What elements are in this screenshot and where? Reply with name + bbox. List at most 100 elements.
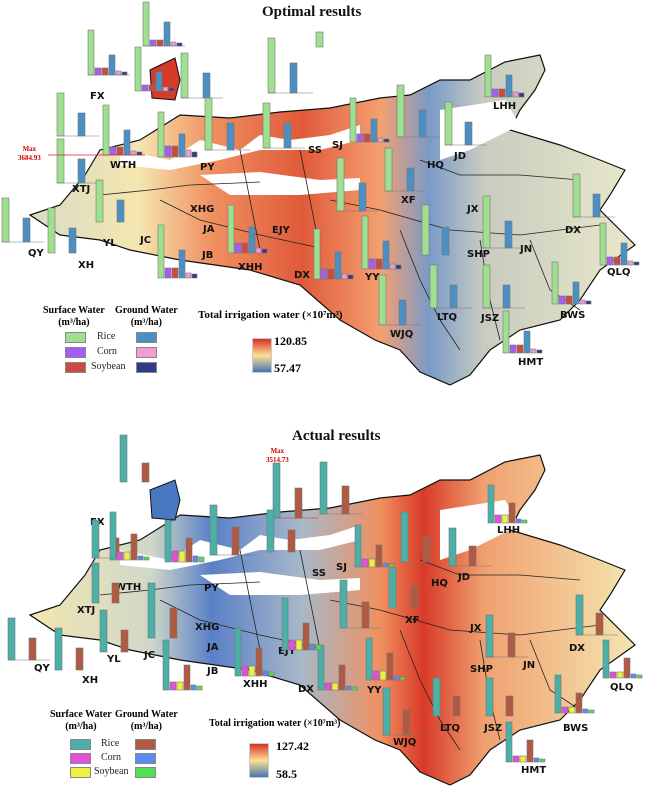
- label-JN: JN: [522, 660, 535, 671]
- label-YL: YL: [106, 654, 121, 665]
- optimal-results-panel: Optimal results: [0, 0, 646, 400]
- crop-rice: Rice: [97, 331, 116, 342]
- actual-map: FX WTH XTJ QY XH YL JC PY XHG JA JB XHH …: [7, 434, 643, 786]
- label-XHH: XHH: [238, 262, 262, 273]
- label-JD: JD: [457, 572, 470, 583]
- label-EJY: EJY: [278, 646, 297, 657]
- optimal-legend: Surface Water (m³/ha) Ground Water (m³/h…: [0, 300, 400, 380]
- label-LHH: LHH: [493, 101, 516, 112]
- swatch-surface-rice: [65, 332, 86, 343]
- label-YL: YL: [102, 238, 117, 249]
- panel-title: Actual results: [292, 428, 381, 444]
- swatch-ground-corn: [135, 753, 156, 764]
- max-label: Max: [22, 145, 37, 153]
- label-JSZ: JSZ: [483, 723, 502, 734]
- max-annotation: Max 3514.73: [266, 447, 289, 465]
- ground-water-header: Ground Water (m³/ha): [115, 709, 178, 732]
- label-WTH: WTH: [115, 582, 141, 593]
- label-QY: QY: [34, 663, 51, 674]
- label-SJ: SJ: [336, 562, 347, 573]
- label-XH: XH: [82, 675, 98, 686]
- label-QLQ: QLQ: [610, 682, 633, 693]
- label-QY: QY: [28, 248, 45, 259]
- crop-corn: Corn: [97, 346, 117, 357]
- label-JB: JB: [201, 250, 213, 261]
- label-BWS: BWS: [563, 723, 588, 734]
- label-XF: XF: [405, 615, 420, 626]
- label-HMT: HMT: [521, 765, 546, 776]
- label-JA: JA: [206, 642, 219, 653]
- label-JC: JC: [143, 650, 155, 661]
- optimal-map: FX WTH XTJ QY XH YL JC PY XHG JA JB XHH …: [1, 1, 640, 386]
- label-SHP: SHP: [470, 664, 493, 675]
- crop-soybean: Soybean: [91, 361, 126, 372]
- actual-bar-charts: [7, 434, 643, 763]
- label-XTJ: XTJ: [77, 605, 95, 616]
- label-SHP: SHP: [467, 249, 490, 260]
- swatch-surface-soybean: [65, 362, 86, 373]
- swatch-ground-rice: [135, 739, 156, 750]
- label-YY: YY: [366, 685, 382, 696]
- swatch-surface-corn: [70, 753, 91, 764]
- label-LTQ: LTQ: [440, 723, 460, 734]
- colorbar-max: 120.85: [274, 334, 307, 348]
- label-YY: YY: [364, 272, 380, 283]
- label-PY: PY: [200, 162, 215, 173]
- swatch-ground-corn: [136, 347, 157, 358]
- crop-rice: Rice: [101, 738, 120, 749]
- swatch-ground-rice: [136, 332, 157, 343]
- label-WTH: WTH: [110, 160, 136, 171]
- label-HMT: HMT: [518, 357, 543, 368]
- panel-title: Optimal results: [262, 4, 362, 20]
- label-JC: JC: [139, 235, 151, 246]
- label-XF: XF: [401, 195, 416, 206]
- colorbar-min: 57.47: [274, 361, 301, 375]
- actual-legend: Surface Water (m³/ha) Ground Water (m³/h…: [0, 705, 400, 795]
- label-XHH: XHH: [243, 679, 267, 690]
- label-LTQ: LTQ: [437, 312, 457, 323]
- crop-corn: Corn: [101, 752, 121, 763]
- label-SJ: SJ: [332, 140, 343, 151]
- colorbar-min: 58.5: [276, 767, 297, 781]
- swatch-ground-soybean: [135, 767, 156, 778]
- label-HQ: HQ: [427, 160, 444, 171]
- actual-results-panel: Actual results FX WTH: [0, 400, 646, 807]
- swatch-surface-soybean: [70, 767, 91, 778]
- ground-water-header: Ground Water (m³/ha): [115, 305, 178, 328]
- label-SS: SS: [308, 145, 322, 156]
- label-JSZ: JSZ: [480, 313, 499, 324]
- label-QLQ: QLQ: [607, 267, 630, 278]
- label-JA: JA: [202, 224, 215, 235]
- surface-water-header: Surface Water (m³/ha): [43, 305, 105, 328]
- optimal-bar-charts: [1, 1, 640, 354]
- label-SS: SS: [312, 568, 326, 579]
- label-XH: XH: [78, 260, 94, 271]
- label-XTJ: XTJ: [72, 184, 90, 195]
- label-DX: DX: [298, 684, 314, 695]
- crop-soybean: Soybean: [94, 766, 129, 777]
- label-JX: JX: [469, 623, 482, 634]
- colorbar-title: Total irrigation water (×10⁷m³): [209, 718, 341, 729]
- label-JN: JN: [519, 244, 532, 255]
- colorbar-title: Total irrigation water (×10⁷m³): [198, 309, 343, 321]
- max-value: 3514.73: [266, 456, 289, 464]
- label-WJQ: WJQ: [390, 329, 413, 340]
- label-PY: PY: [204, 583, 219, 594]
- label-XHG: XHG: [195, 622, 219, 633]
- label-JD: JD: [453, 151, 466, 162]
- label-XHG: XHG: [190, 204, 214, 215]
- colorbar: [252, 338, 272, 373]
- label-JB: JB: [206, 666, 218, 677]
- colorbar-max: 127.42: [276, 739, 309, 753]
- max-value: 3684.93: [18, 154, 41, 162]
- label-HQ: HQ: [431, 578, 448, 589]
- label-DX2: DX: [565, 225, 581, 236]
- label-BWS: BWS: [560, 310, 585, 321]
- label-LHH: LHH: [497, 525, 520, 536]
- label-DX: DX: [294, 270, 310, 281]
- surface-water-header: Surface Water (m³/ha): [50, 709, 112, 732]
- max-label: Max: [270, 447, 285, 455]
- colorbar: [249, 743, 269, 778]
- swatch-surface-rice: [70, 739, 91, 750]
- label-DX2: DX: [569, 643, 585, 654]
